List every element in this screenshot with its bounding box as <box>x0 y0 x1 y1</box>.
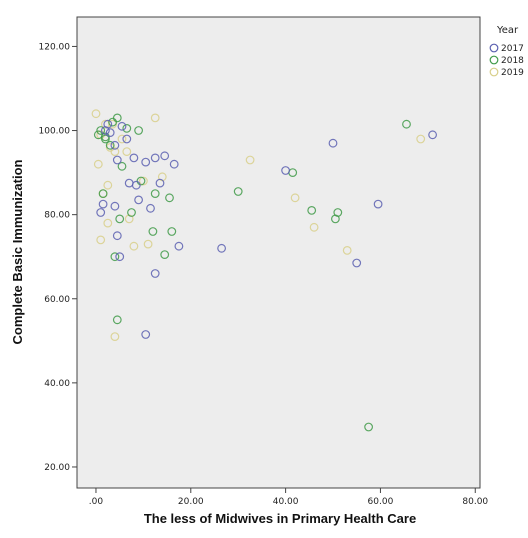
y-tick-label: 80.00 <box>44 211 70 221</box>
x-tick-label: 80.00 <box>462 497 488 507</box>
legend-label-2019: 2019 <box>501 68 524 78</box>
y-tick-label: 120.00 <box>39 42 71 52</box>
plot-area <box>77 17 480 488</box>
y-tick-label: 20.00 <box>44 463 70 473</box>
legend-title: Year <box>496 25 519 36</box>
x-tick-label: 60.00 <box>368 497 394 507</box>
y-tick-label: 100.00 <box>39 127 71 137</box>
y-tick-label: 60.00 <box>44 295 70 305</box>
y-axis-title: Complete Basic Immunization <box>10 159 25 344</box>
x-tick-label: .00 <box>89 497 104 507</box>
x-tick-label: 20.00 <box>178 497 204 507</box>
x-tick-label: 40.00 <box>273 497 299 507</box>
legend-label-2017: 2017 <box>501 44 524 54</box>
legend-label-2018: 2018 <box>501 56 524 66</box>
x-axis-title: The less of Midwives in Primary Health C… <box>144 511 416 526</box>
y-tick-label: 40.00 <box>44 379 70 389</box>
